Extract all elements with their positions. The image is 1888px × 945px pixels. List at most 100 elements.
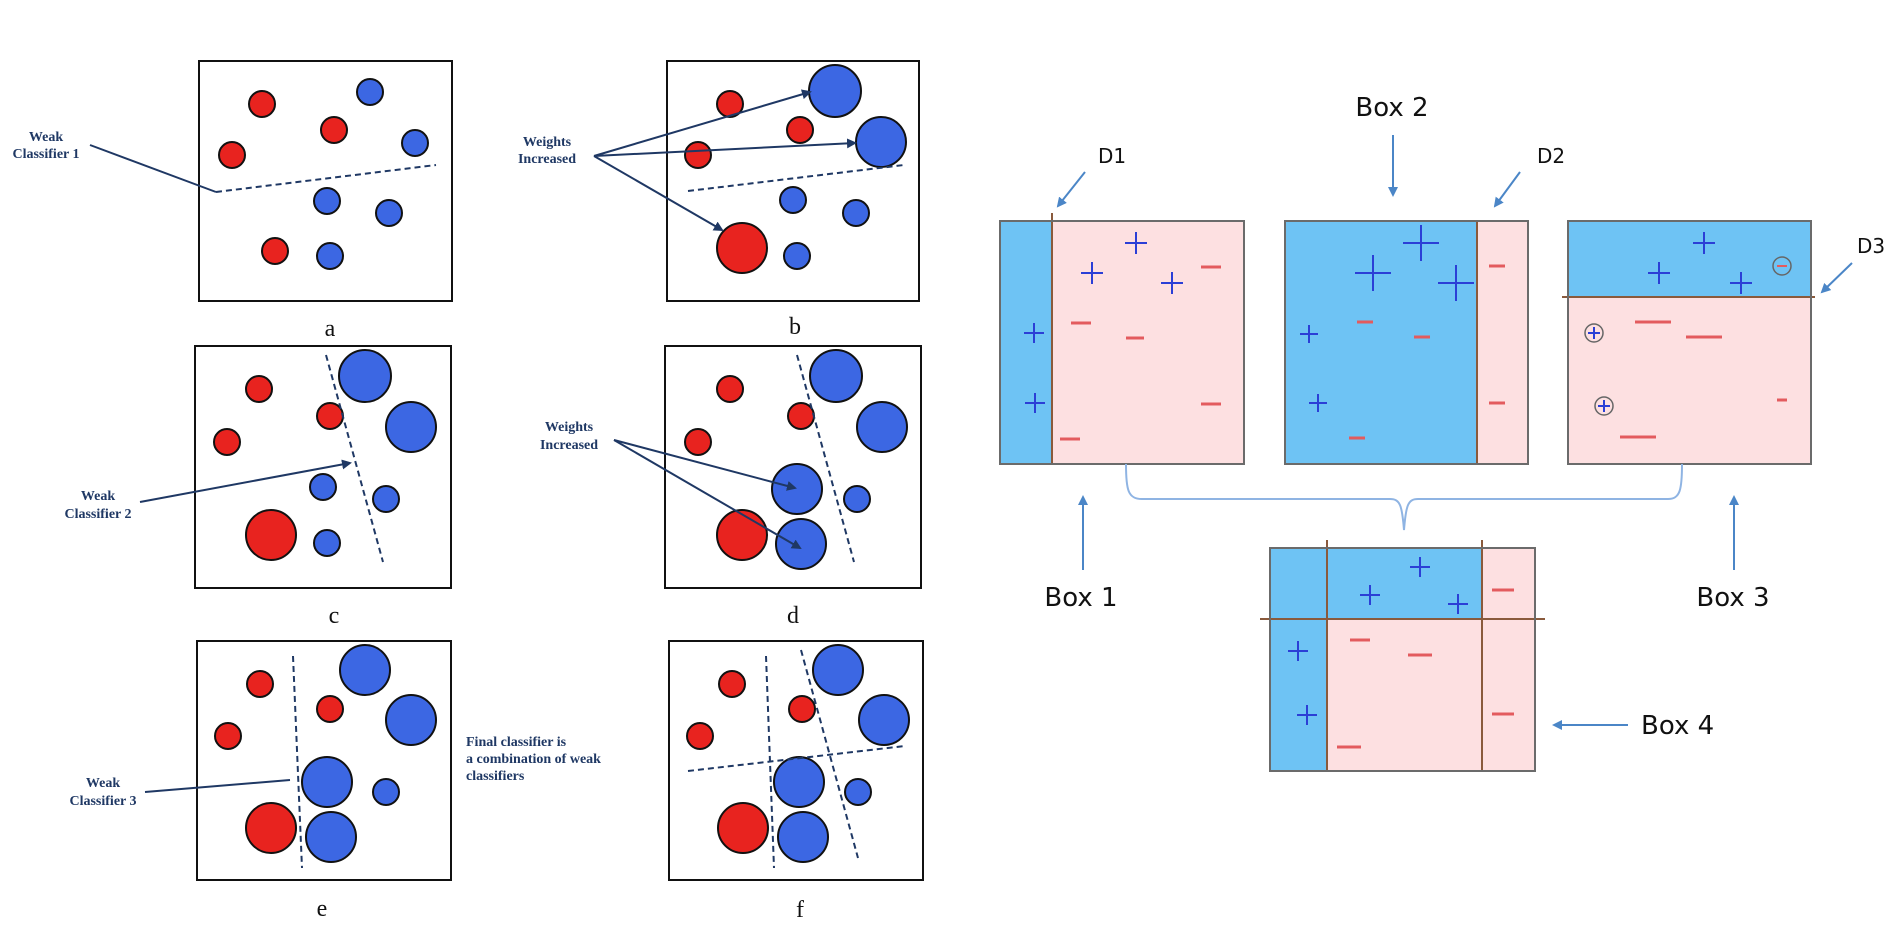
weak-classifier-3-label-line2: Classifier 3 bbox=[69, 794, 136, 809]
plus-mark bbox=[1300, 325, 1318, 343]
blue-point bbox=[313, 529, 341, 557]
d1-label: D1 bbox=[1098, 144, 1126, 168]
weak-classifier-1-line bbox=[215, 164, 437, 193]
plus-mark bbox=[1309, 394, 1327, 412]
circled-plus bbox=[1584, 323, 1604, 343]
plus-mark bbox=[1025, 393, 1045, 413]
d1-arrow bbox=[1056, 171, 1086, 208]
box-4-blue-region-top bbox=[1327, 548, 1482, 619]
box4-label: Box 4 bbox=[1641, 711, 1714, 741]
blue-point-enlarged bbox=[855, 116, 907, 168]
blue-point-enlarged bbox=[775, 518, 827, 570]
blue-point-enlarged bbox=[385, 401, 437, 453]
plus-mark bbox=[1288, 641, 1308, 661]
red-point bbox=[684, 141, 712, 169]
red-point bbox=[316, 695, 344, 723]
blue-point bbox=[316, 242, 344, 270]
red-point bbox=[786, 116, 814, 144]
plus-marks bbox=[1024, 225, 1752, 725]
label-arrows bbox=[1056, 135, 1853, 730]
red-point-enlarged bbox=[245, 802, 297, 854]
box-3-frame bbox=[1567, 220, 1812, 465]
blue-point-enlarged bbox=[809, 349, 863, 403]
blue-point bbox=[356, 78, 384, 106]
plus-mark bbox=[1360, 585, 1380, 605]
weak-classifier-1-pointer bbox=[89, 144, 217, 193]
red-point bbox=[261, 237, 289, 265]
weights-pointer bbox=[593, 155, 724, 232]
red-point bbox=[248, 90, 276, 118]
weights-increased-d-line2: Increased bbox=[540, 438, 598, 453]
plus-mark bbox=[1355, 255, 1391, 291]
box-2-pink-region bbox=[1477, 221, 1528, 464]
blue-point bbox=[843, 485, 871, 513]
weights-increased-b-line1: Weights bbox=[523, 135, 572, 150]
panel-letter-b: b bbox=[789, 314, 801, 340]
circled-plus-mark bbox=[1588, 327, 1600, 339]
weights-pointer bbox=[593, 89, 812, 157]
d2-arrow bbox=[1493, 171, 1521, 208]
blue-point bbox=[842, 199, 870, 227]
plus-mark bbox=[1648, 262, 1670, 284]
box-2-frame bbox=[1284, 220, 1529, 465]
box-3 bbox=[1562, 220, 1815, 465]
blue-point-enlarged bbox=[305, 811, 357, 863]
plus-mark bbox=[1730, 272, 1752, 294]
box3-label: Box 3 bbox=[1696, 583, 1769, 613]
red-point-enlarged bbox=[716, 509, 768, 561]
red-point-enlarged bbox=[716, 222, 768, 274]
final-line-vertical-2 bbox=[800, 649, 859, 859]
weak-classifier-1-label-line2: Classifier 1 bbox=[12, 147, 79, 162]
blue-point-enlarged bbox=[858, 694, 910, 746]
circled-points bbox=[1584, 256, 1792, 416]
left-panels: a b c d e f Weak Classifier 1 Weights In… bbox=[12, 60, 924, 923]
weak-classifier-2-line bbox=[325, 354, 384, 563]
plus-mark bbox=[1125, 232, 1147, 254]
box-2 bbox=[1284, 220, 1529, 465]
red-point bbox=[788, 695, 816, 723]
box-3-blue-region bbox=[1568, 221, 1811, 297]
blue-point bbox=[309, 473, 337, 501]
panel-b bbox=[684, 64, 907, 274]
blue-point-enlarged bbox=[808, 64, 862, 118]
red-point bbox=[316, 402, 344, 430]
blue-point bbox=[401, 129, 429, 157]
blue-point-enlarged bbox=[385, 694, 437, 746]
weights-pointer bbox=[613, 439, 802, 550]
red-point bbox=[716, 375, 744, 403]
panel-letter-c: c bbox=[329, 603, 340, 629]
plus-mark bbox=[1438, 265, 1474, 301]
weights-pointer bbox=[613, 439, 797, 491]
red-point bbox=[320, 116, 348, 144]
box-1 bbox=[999, 213, 1245, 465]
weights-increased-b-line2: Increased bbox=[518, 152, 576, 167]
box-1-blue-region bbox=[1000, 221, 1052, 464]
plus-mark bbox=[1297, 705, 1317, 725]
weak-classifier-3-pointer bbox=[144, 779, 291, 793]
d3-label: D3 bbox=[1857, 234, 1885, 258]
weak-classifier-3-line bbox=[292, 655, 303, 869]
blue-point-enlarged bbox=[301, 756, 353, 808]
red-point bbox=[213, 428, 241, 456]
blue-point bbox=[779, 186, 807, 214]
weak-classifier-3-label-line1: Weak bbox=[86, 776, 120, 791]
blue-point-enlarged bbox=[773, 756, 825, 808]
d3-arrow bbox=[1820, 262, 1853, 294]
plus-mark bbox=[1693, 232, 1715, 254]
panel-e bbox=[214, 644, 437, 863]
blue-point-enlarged bbox=[856, 401, 908, 453]
plus-mark bbox=[1024, 323, 1044, 343]
final-line-vertical-1 bbox=[765, 655, 775, 869]
box-1-frame bbox=[999, 220, 1245, 465]
plus-mark bbox=[1410, 557, 1430, 577]
weak-classifier-2-line-d bbox=[796, 354, 855, 563]
panel-letter-a: a bbox=[325, 316, 336, 342]
circled-minus bbox=[1772, 256, 1792, 276]
red-point bbox=[716, 90, 744, 118]
weights-pointer bbox=[593, 138, 857, 157]
blue-point bbox=[375, 199, 403, 227]
blue-point bbox=[372, 778, 400, 806]
d2-label: D2 bbox=[1537, 144, 1565, 168]
box2-label: Box 2 bbox=[1355, 93, 1428, 123]
